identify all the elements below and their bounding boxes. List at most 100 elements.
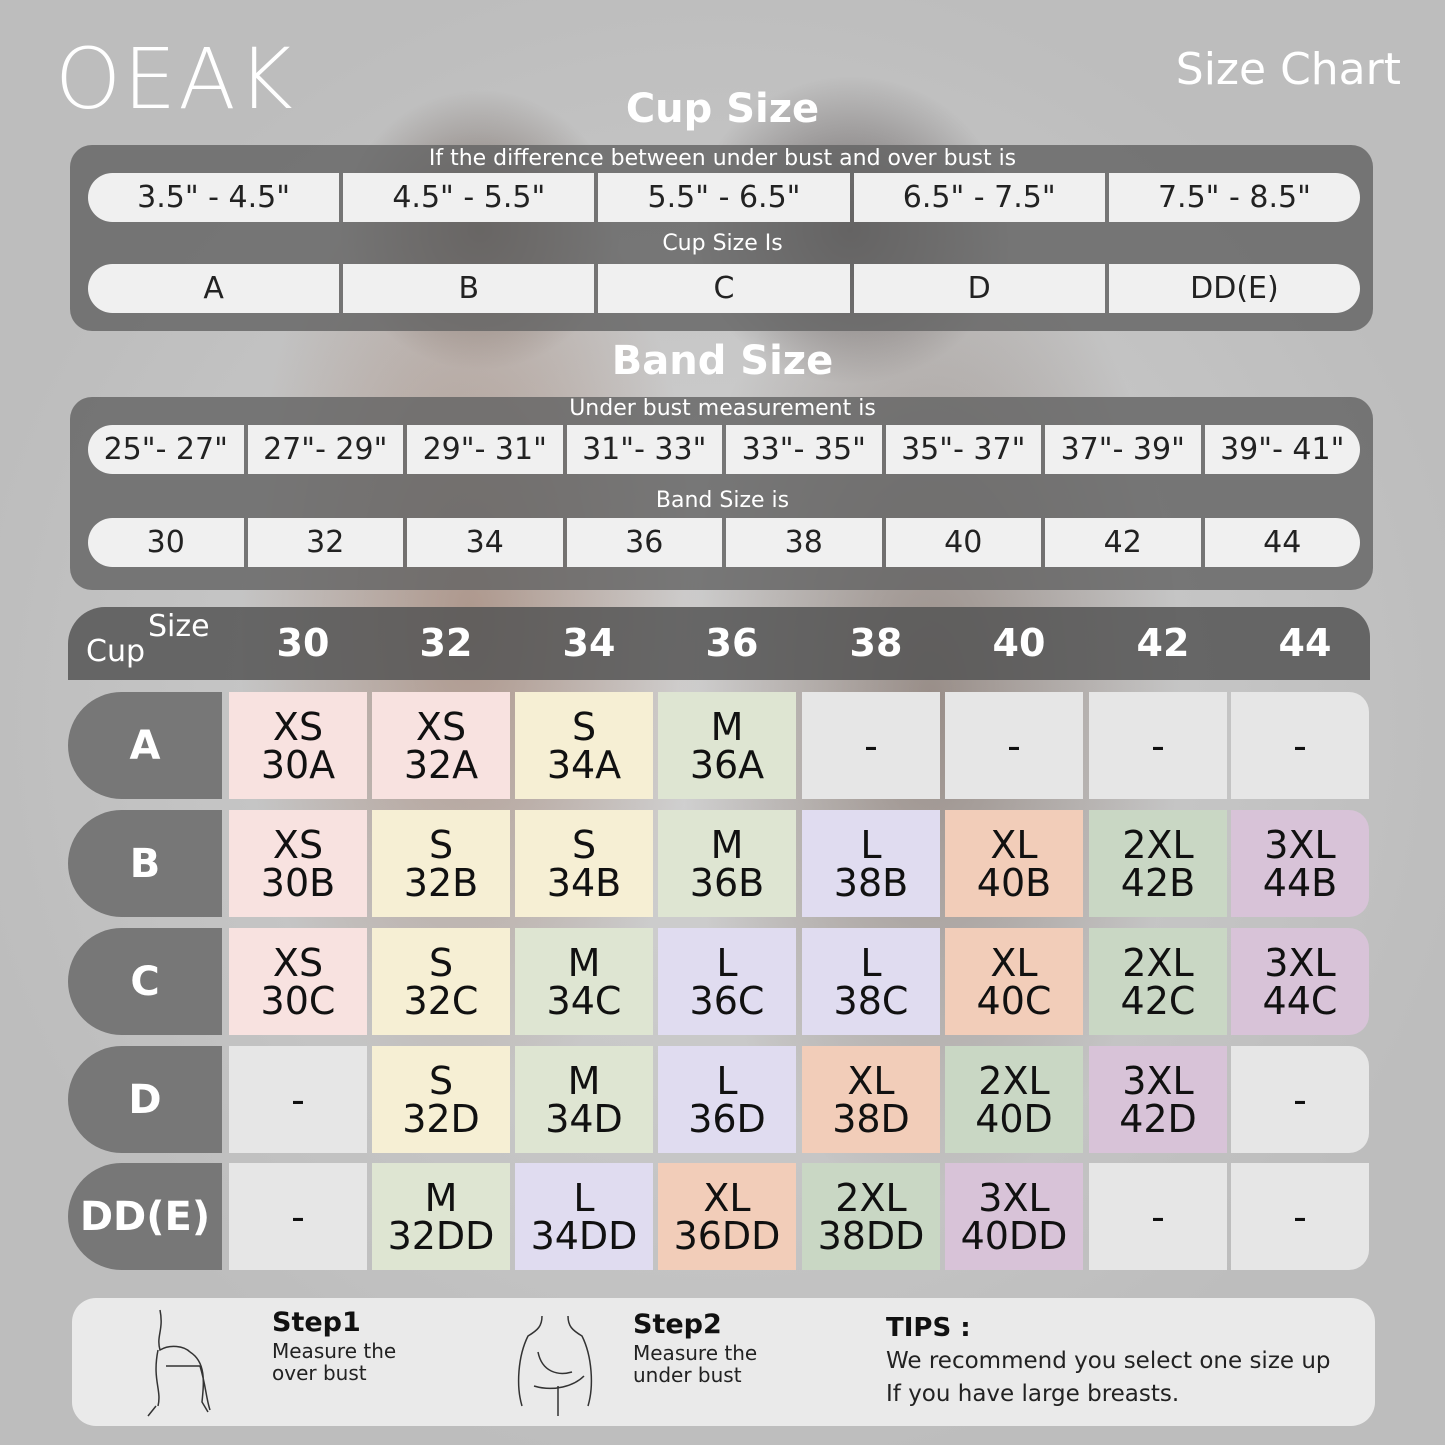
row-header-cup: C [68,928,222,1035]
size-cell: M 32DD [372,1163,510,1270]
size-label: S [428,940,454,985]
step1-line2: over bust [272,1361,367,1385]
size-cell: S 32B [372,810,510,917]
size-cell: - [229,1163,367,1270]
size-code: 34DD [530,1213,638,1258]
row-header-cup: A [68,692,222,799]
size-label: XS [272,704,324,749]
measurement-row: 25"- 27" 27"- 29" 29"- 31" 31"- 33" 33"- 35"… [88,425,1360,474]
cup-caption-2: Cup Size Is [662,231,783,256]
band-row: 30 32 34 36 38 40 42 44 [88,518,1360,567]
measurement-pill: 27"- 29" [247,425,403,474]
size-label: XL [990,940,1038,985]
size-label: 3XL [1122,1058,1194,1103]
step1-line1: Measure the [272,1339,397,1363]
size-cell: XL 40B [945,810,1083,917]
size-cell: 2XL 38DD [802,1163,940,1270]
size-code: 44B [1262,860,1338,905]
size-cell: L 38C [802,928,940,1035]
measure-guide: Step1 Measure the over bust Step2 Measure t… [72,1298,1375,1426]
step2-title: Step2 [633,1309,722,1340]
difference-pill: 7.5" - 8.5" [1108,173,1360,222]
size-code: 34C [546,978,622,1023]
size-cell: 3XL 42D [1089,1046,1227,1153]
size-label: S [571,704,597,749]
size-label: L [716,1058,738,1103]
size-label: - [291,1077,305,1122]
size-cell: L 36D [658,1046,796,1153]
size-label: S [428,1058,454,1103]
size-label: XL [847,1058,895,1103]
column-header: 30 [276,621,330,665]
size-code: 38C [833,978,909,1023]
size-label: 2XL [1122,940,1194,985]
size-cell: XL 38D [802,1046,940,1153]
size-code: 38D [832,1096,910,1141]
size-cell: L 34DD [515,1163,653,1270]
cup-pill: C [598,264,850,313]
size-cell: - [1231,1046,1369,1153]
column-header: 44 [1278,621,1332,665]
size-cell: M 34C [515,928,653,1035]
size-cell: - [1089,1163,1227,1270]
step1: Step1 Measure the over bust [272,1309,397,1385]
size-label: XL [990,822,1038,867]
size-code: 34B [546,860,622,905]
size-code: 34D [545,1096,623,1141]
band-pill: 34 [407,518,563,567]
size-label: 2XL [978,1058,1050,1103]
size-code: 42C [1120,978,1196,1023]
size-label: L [716,940,738,985]
size-code: 36DD [673,1213,781,1258]
size-cell: 3XL 44B [1231,810,1369,917]
page-title: Size Chart [1175,44,1401,95]
size-cell: L 36C [658,928,796,1035]
size-code: 32DD [387,1213,495,1258]
band-pill: 42 [1045,518,1201,567]
size-cell: 2XL 42B [1089,810,1227,917]
size-label: S [571,822,597,867]
size-label: XL [703,1175,751,1220]
band-pill: 38 [726,518,882,567]
size-cell: XS 32A [372,692,510,799]
size-code: 36B [689,860,765,905]
column-header: 36 [705,621,759,665]
size-code: 32A [403,742,479,787]
band-pill: 40 [885,518,1041,567]
size-label: - [1293,1077,1307,1122]
size-cell: - [229,1046,367,1153]
cup-pill: A [88,264,340,313]
size-label: 3XL [978,1175,1050,1220]
underbust-measure-icon [517,1315,593,1416]
size-cell: XS 30B [229,810,367,917]
size-label: - [1293,1194,1307,1239]
size-label: - [1007,723,1021,768]
difference-pill: 6.5" - 7.5" [853,173,1105,222]
step2: Step2 Measure the under bust [633,1309,757,1386]
size-cell: 2XL 42C [1089,928,1227,1035]
size-label: L [860,940,882,985]
size-label: - [1293,723,1307,768]
size-cell: 3XL 44C [1231,928,1369,1035]
size-code: 38DD [817,1213,925,1258]
tips-title: TIPS : [886,1313,971,1343]
cup-row: A B C D DD(E) [88,264,1360,313]
size-cell: XL 40C [945,928,1083,1035]
size-code: 40DD [960,1213,1068,1258]
row-header-cup: B [68,810,222,917]
size-cell: 3XL 40DD [945,1163,1083,1270]
size-label: M [567,1058,601,1103]
column-header: 32 [419,621,473,665]
size-cell: S 34A [515,692,653,799]
measurement-pill: 37"- 39" [1045,425,1201,474]
band-caption-2: Band Size is [655,488,790,513]
size-cell: S 32D [372,1046,510,1153]
size-code: 34A [546,742,622,787]
cup-pill: D [853,264,1105,313]
difference-pill: 3.5" - 4.5" [88,173,340,222]
size-cell: L 38B [802,810,940,917]
size-code: 38B [833,860,909,905]
cup-pill: DD(E) [1108,264,1360,313]
size-code: 30C [260,978,336,1023]
size-label: M [424,1175,458,1220]
